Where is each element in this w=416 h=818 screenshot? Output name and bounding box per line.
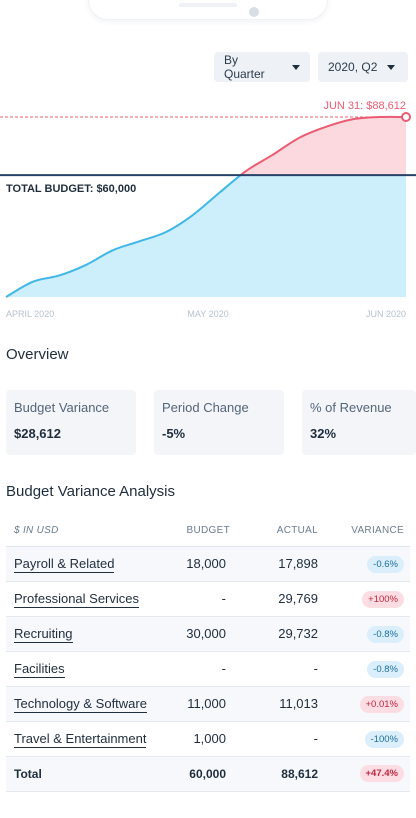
- row-name-link[interactable]: Professional Services: [14, 591, 139, 608]
- variance-badge: -100%: [364, 730, 404, 748]
- total-budget-label: TOTAL BUDGET: $60,000: [6, 183, 136, 195]
- budget-variance-card: Budget Variance $28,612: [6, 390, 136, 455]
- card-value: $28,612: [14, 426, 61, 441]
- handle-knob: [249, 7, 259, 17]
- row-budget: 1,000: [178, 721, 236, 757]
- revenue-percent-card: % of Revenue 32%: [302, 390, 416, 455]
- table-row: Facilities - - -0.8%: [6, 651, 410, 687]
- row-actual: 29,769: [236, 581, 324, 617]
- actual-area-under-budget: [6, 175, 406, 297]
- chevron-down-icon: [292, 64, 300, 70]
- total-label: Total: [6, 756, 178, 792]
- row-name-link[interactable]: Facilities: [14, 661, 65, 678]
- row-actual: 11,013: [236, 686, 324, 722]
- row-name-link[interactable]: Payroll & Related: [14, 556, 115, 573]
- column-header-actual: ACTUAL: [236, 524, 324, 547]
- card-label: % of Revenue: [310, 400, 392, 415]
- table-total-row: Total 60,000 88,612 +47.4%: [6, 756, 410, 792]
- variance-badge: +0.01%: [359, 695, 404, 713]
- chevron-down-icon: [387, 64, 396, 70]
- annotation-label: JUN 31: $88,612: [323, 100, 406, 112]
- row-budget: 18,000: [178, 546, 236, 582]
- table-row: Professional Services - 29,769 +100%: [6, 581, 410, 617]
- variance-badge: -0.6%: [367, 555, 404, 573]
- actual-area-over-budget: [6, 116, 406, 176]
- total-actual: 88,612: [236, 756, 324, 792]
- x-axis-label: JUN 2020: [366, 309, 406, 319]
- column-header-budget: BUDGET: [178, 524, 236, 547]
- variance-badge: -0.8%: [367, 625, 404, 643]
- x-axis-label: MAY 2020: [187, 309, 228, 319]
- row-budget: 30,000: [178, 616, 236, 652]
- row-name-link[interactable]: Technology & Software: [14, 696, 147, 713]
- table-row: Technology & Software 11,000 11,013 +0.0…: [6, 686, 410, 722]
- handle-bar: [179, 3, 237, 7]
- quarter-dropdown[interactable]: 2020, Q2: [318, 52, 408, 82]
- card-value: 32%: [310, 426, 337, 441]
- row-budget: -: [178, 651, 236, 687]
- row-budget: 11,000: [178, 686, 236, 722]
- period-dropdown[interactable]: By Quarter: [214, 52, 310, 82]
- overview-title: Overview: [6, 346, 69, 363]
- card-label: Budget Variance: [14, 400, 110, 415]
- row-actual: -: [236, 721, 324, 757]
- end-point-marker: [401, 112, 411, 122]
- card-label: Period Change: [162, 400, 249, 415]
- budget-chart: JUN 31: $88,612 TOTAL BUDGET: $60,000 AP…: [0, 100, 416, 319]
- row-name-link[interactable]: Travel & Entertainment: [14, 731, 147, 748]
- quarter-dropdown-label: 2020, Q2: [328, 60, 378, 74]
- row-actual: 17,898: [236, 546, 324, 582]
- variance-badge: +100%: [362, 590, 404, 608]
- table-row: Travel & Entertainment 1,000 - -100%: [6, 721, 410, 757]
- period-dropdown-label: By Quarter: [224, 53, 265, 81]
- row-actual: -: [236, 651, 324, 687]
- table-row: Payroll & Related 18,000 17,898 -0.6%: [6, 546, 410, 582]
- row-name-link[interactable]: Recruiting: [14, 626, 73, 643]
- actual-line-over-budget: [238, 115, 407, 176]
- column-header-currency: $ IN USD: [6, 524, 178, 547]
- card-value: -5%: [162, 426, 186, 441]
- table-header-row: $ IN USD BUDGET ACTUAL VARIANCE: [6, 524, 410, 547]
- analysis-title: Budget Variance Analysis: [6, 483, 175, 500]
- total-budget: 60,000: [178, 756, 236, 792]
- x-axis-label: APRIL 2020: [6, 309, 54, 319]
- variance-table: $ IN USD BUDGET ACTUAL VARIANCE Payroll …: [6, 524, 410, 792]
- variance-badge: +47.4%: [359, 765, 404, 782]
- row-budget: -: [178, 581, 236, 617]
- column-header-variance: VARIANCE: [324, 524, 410, 547]
- table-row: Recruiting 30,000 29,732 -0.8%: [6, 616, 410, 652]
- top-handle: [88, 0, 328, 20]
- period-change-card: Period Change -5%: [154, 390, 284, 455]
- actual-line-under-budget: [5, 175, 243, 298]
- row-actual: 29,732: [236, 616, 324, 652]
- variance-badge: -0.8%: [367, 660, 404, 678]
